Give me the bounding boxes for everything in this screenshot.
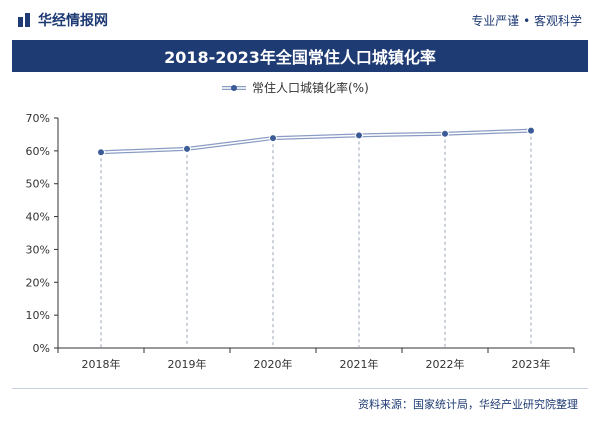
- x-tick-label: 2022年: [426, 357, 465, 371]
- x-tick-label: 2020年: [254, 357, 293, 371]
- x-tick-label: 2019年: [168, 357, 207, 371]
- source-note: 资料来源：国家统计局，华经产业研究院整理: [358, 398, 578, 411]
- data-point: [527, 126, 535, 135]
- data-point: [183, 144, 191, 153]
- brand-name: 华经情报网: [38, 13, 108, 29]
- y-tick-label: 30%: [26, 243, 50, 256]
- chart-title: 2018-2023年全国常住人口城镇化率: [164, 48, 436, 67]
- y-tick-label: 10%: [26, 309, 50, 322]
- y-tick-label: 60%: [26, 145, 50, 158]
- y-tick-label: 20%: [26, 276, 50, 289]
- legend-label: 常住人口城镇化率(%): [252, 80, 369, 95]
- y-tick-label: 70%: [26, 112, 50, 125]
- slogan: 专业严谨 • 客观科学: [471, 13, 582, 28]
- y-tick-label: 40%: [26, 211, 50, 224]
- x-tick-label: 2021年: [340, 357, 379, 371]
- divider: [12, 388, 588, 389]
- data-point: [441, 129, 449, 138]
- title-bar: 2018-2023年全国常住人口城镇化率: [12, 40, 588, 72]
- x-tick-label: 2018年: [82, 357, 121, 371]
- data-point: [355, 131, 363, 140]
- brand: 华经情报网: [18, 10, 108, 30]
- legend-swatch-marker: [231, 85, 237, 91]
- x-tick-label: 2023年: [512, 357, 551, 371]
- data-point: [269, 134, 277, 143]
- data-point: [97, 148, 105, 157]
- top-bar: 华经情报网 专业严谨 • 客观科学: [0, 0, 600, 40]
- y-tick-label: 50%: [26, 178, 50, 191]
- series-line-inner: [100, 129, 532, 153]
- brand-logo-icon: [18, 13, 30, 27]
- y-tick-label: 0%: [33, 342, 50, 355]
